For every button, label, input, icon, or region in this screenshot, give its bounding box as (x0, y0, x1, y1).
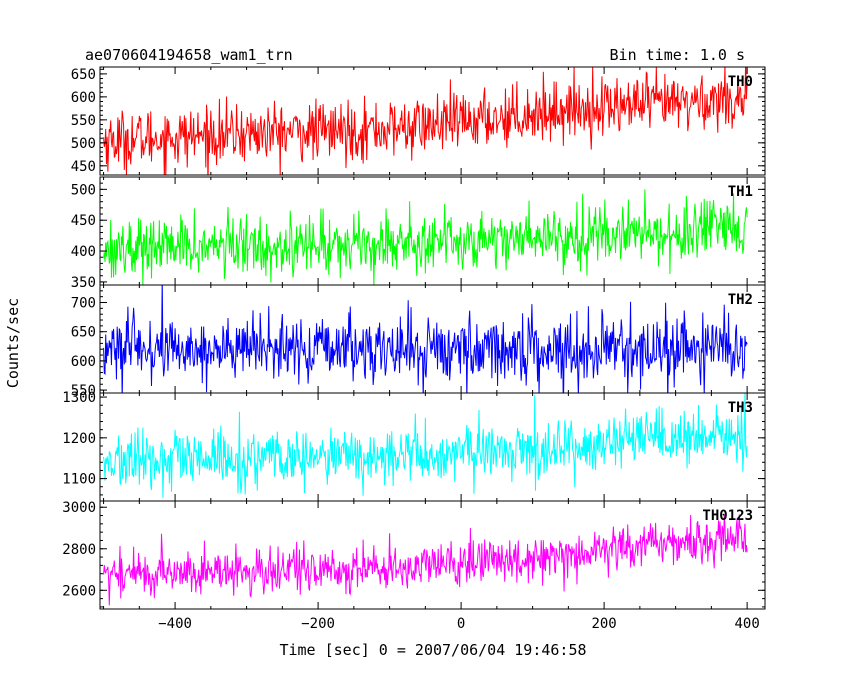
series-line-th2 (103, 285, 748, 393)
y-tick-label: 1300 (62, 390, 96, 406)
y-tick-label: 400 (71, 244, 96, 260)
y-tick-label: 350 (71, 275, 96, 291)
y-tick-label: 2600 (62, 583, 96, 599)
x-tick-label: 400 (734, 616, 759, 632)
x-axis: −400 −200 0 200 400 (158, 616, 760, 632)
y-tick-label: 500 (71, 136, 96, 152)
series-label-th0: TH0 (728, 74, 753, 90)
y-tick-label: 650 (71, 67, 96, 83)
x-tick-label: −200 (301, 616, 335, 632)
series-label-th1: TH1 (728, 184, 753, 200)
panel-th1: 350 400 450 500 TH1 (71, 176, 766, 291)
panel-th0: 450 500 550 600 650 TH0 (71, 66, 766, 176)
panel-th2: 550 600 650 700 TH2 (71, 284, 766, 399)
x-axis-label: Time [sec] 0 = 2007/06/04 19:46:58 (279, 641, 586, 659)
y-tick-label: 650 (71, 325, 96, 341)
series-line-th3 (103, 393, 748, 498)
chart-title: ae070604194658_wam1_trn (85, 46, 293, 64)
series-label-th3: TH3 (728, 400, 753, 416)
panel-frame (99, 66, 766, 176)
panel-frame (99, 500, 766, 610)
panels-group: 450 500 550 600 650 TH0 350 400 450 500 TH1 550 600 6… (62, 66, 766, 610)
x-tick-label: 200 (591, 616, 616, 632)
series-line-th1 (103, 189, 748, 285)
x-tick-label: −400 (158, 616, 192, 632)
panel-th3: 1100 1200 1300 TH3 (62, 390, 766, 502)
y-tick-label: 550 (71, 113, 96, 129)
y-tick-label: 1100 (62, 472, 96, 488)
y-tick-label: 450 (71, 159, 96, 175)
y-tick-label: 500 (71, 182, 96, 198)
y-tick-label: 600 (71, 90, 96, 106)
y-tick-label: 3000 (62, 500, 96, 516)
series-line-th0 (103, 67, 748, 175)
y-axis-label: Counts/sec (4, 298, 22, 388)
y-tick-label: 550 (71, 383, 96, 399)
y-tick-label: 600 (71, 354, 96, 370)
y-tick-label: 2800 (62, 542, 96, 558)
series-label-th0123: TH0123 (702, 508, 753, 524)
y-tick-label: 1200 (62, 431, 96, 447)
y-tick-label: 700 (71, 296, 96, 312)
panel-th0123: 2600 2800 3000 TH0123 (62, 500, 766, 610)
y-tick-label: 450 (71, 213, 96, 229)
x-tick-label: 0 (457, 616, 465, 632)
series-label-th2: TH2 (728, 292, 753, 308)
series-line-th0123 (103, 514, 748, 606)
chart-subtitle: Bin time: 1.0 s (610, 46, 745, 64)
